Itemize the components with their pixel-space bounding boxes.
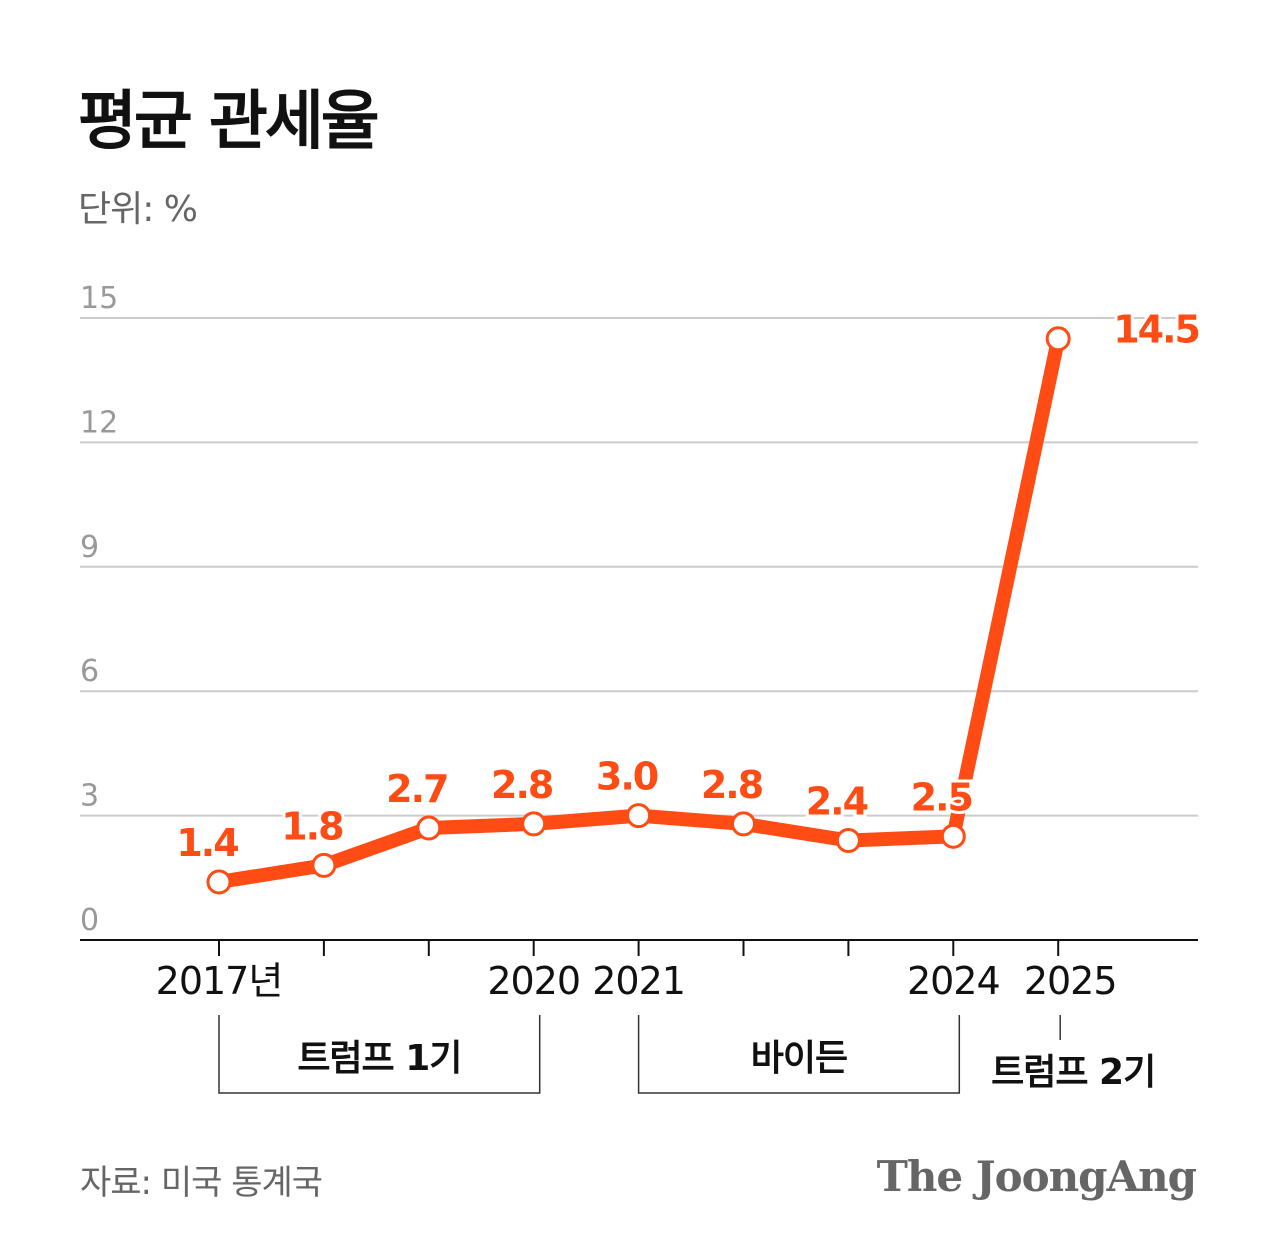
data-label: 1.8 — [281, 804, 343, 848]
data-point — [940, 823, 966, 849]
x-tick-label: 2017년 — [156, 959, 283, 1003]
data-point — [835, 827, 861, 853]
data-label: 14.5 — [1113, 308, 1199, 352]
data-label: 2.5 — [911, 775, 972, 819]
period-label: 바이든 — [751, 1038, 847, 1079]
data-point — [731, 811, 756, 837]
data-point — [1045, 326, 1071, 352]
data-point — [521, 811, 547, 837]
x-tick-label: 2021 — [592, 959, 685, 1003]
period-label: 트럼프 1기 — [297, 1038, 461, 1079]
data-point — [311, 852, 337, 878]
period-bracket — [218, 1015, 541, 1094]
data-label: 2.7 — [386, 767, 447, 811]
source-label: 자료: 미국 통계국 — [80, 1163, 323, 1203]
x-tick-label: 2020 — [487, 959, 580, 1003]
y-tick-label: 12 — [80, 405, 118, 440]
data-point — [626, 803, 652, 829]
chart-title: 평균 관세율 — [78, 85, 380, 159]
data-point — [416, 815, 442, 841]
x-tick-label: 2024 — [907, 959, 1000, 1003]
publisher-logo: The JoongAng — [876, 1152, 1197, 1201]
data-point — [206, 869, 232, 895]
period-label: 트럼프 2기 — [991, 1052, 1155, 1093]
data-label: 3.0 — [596, 755, 658, 799]
y-tick-label: 6 — [80, 654, 99, 689]
data-label: 2.4 — [806, 779, 868, 823]
data-label: 1.4 — [176, 821, 238, 865]
y-tick-label: 3 — [80, 779, 99, 814]
unit-label: 단위: % — [78, 189, 198, 230]
data-label: 2.8 — [701, 763, 763, 807]
y-tick-label: 15 — [80, 281, 118, 316]
y-tick-label: 9 — [80, 530, 99, 565]
data-label: 2.8 — [491, 763, 553, 807]
y-tick-label: 0 — [80, 903, 99, 938]
period-bracket — [637, 1015, 961, 1094]
x-tick-label: 2025 — [1024, 959, 1117, 1003]
